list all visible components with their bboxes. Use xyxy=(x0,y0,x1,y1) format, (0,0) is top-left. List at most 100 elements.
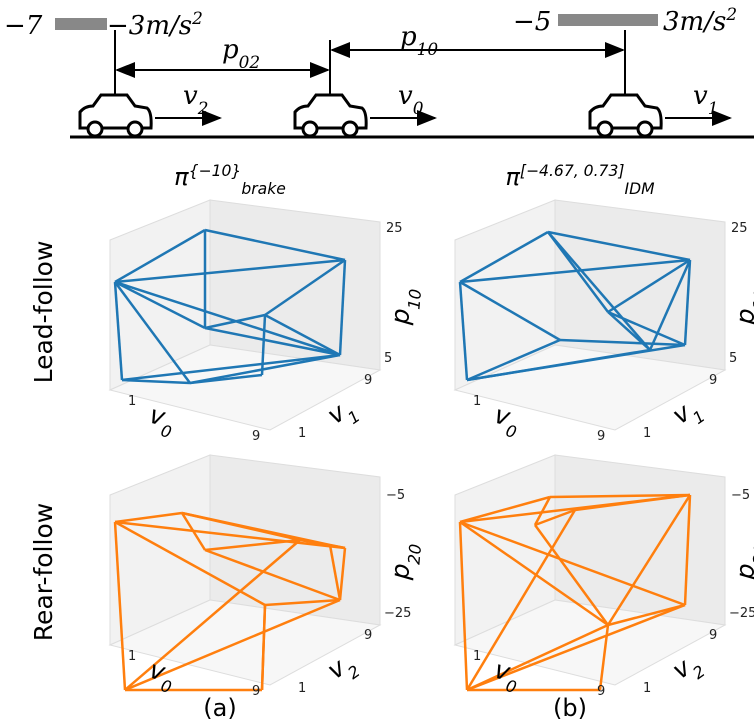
wire-edge xyxy=(574,493,691,512)
wire-edge xyxy=(683,494,692,606)
pane xyxy=(554,199,726,371)
label: p20 xyxy=(730,542,754,583)
wire-edge xyxy=(189,353,341,385)
pane xyxy=(108,599,382,686)
subscript: 10 xyxy=(404,288,425,310)
caption: (a) xyxy=(203,694,236,722)
wire-edge xyxy=(533,496,552,526)
range-bar xyxy=(55,18,107,30)
label: p10 xyxy=(385,287,425,328)
text-part: p xyxy=(730,307,754,326)
wire-edge xyxy=(607,310,686,347)
wire-edge xyxy=(113,521,127,691)
y-tick-label: 9 xyxy=(709,628,717,643)
label: v1 xyxy=(693,81,718,118)
wheel xyxy=(126,120,144,138)
x-tick-label: 9 xyxy=(597,429,605,444)
wire-edge xyxy=(458,521,469,691)
text-part: p xyxy=(400,22,417,52)
label: π{−10}brake xyxy=(174,162,286,198)
wire-edge xyxy=(549,493,691,499)
wire-edge xyxy=(114,280,341,357)
label: v0 xyxy=(398,81,424,118)
subscript: 0 xyxy=(159,421,174,442)
car xyxy=(78,93,153,130)
wire-edge xyxy=(121,353,341,382)
label: p10 xyxy=(400,22,438,59)
y-tick-label: 1 xyxy=(298,681,306,696)
wire-edge xyxy=(459,495,551,524)
subscript: 1 xyxy=(708,98,719,118)
panel xyxy=(108,454,382,692)
row-label: Rear-follow xyxy=(29,503,58,641)
wire-edge xyxy=(459,280,561,342)
y-tick-label: 1 xyxy=(643,426,651,441)
panel xyxy=(453,199,727,431)
wire-edge xyxy=(114,280,206,330)
text-part: v xyxy=(693,81,708,111)
subscript: 20 xyxy=(404,543,425,565)
y-tick-label: 9 xyxy=(364,373,372,388)
wire-edge xyxy=(607,258,691,314)
text-part: −5 xyxy=(513,7,551,37)
text-part: v xyxy=(183,81,198,111)
y-tick-label: 9 xyxy=(364,628,372,643)
text-part: 3m/s xyxy=(663,7,726,37)
label: 3m/s2 xyxy=(663,4,737,37)
wire-edge xyxy=(189,373,263,385)
wire-edge xyxy=(114,520,346,550)
wire-edge xyxy=(113,281,192,384)
label: p10 xyxy=(730,287,754,328)
label: −5 xyxy=(513,7,551,37)
text-part: π xyxy=(505,163,520,191)
x-tick-label: 9 xyxy=(252,429,260,444)
subscript: 0 xyxy=(504,421,519,442)
wire-edge xyxy=(338,547,347,601)
wire-edge xyxy=(533,524,610,626)
car xyxy=(588,93,663,130)
wire-edge xyxy=(559,338,686,347)
wire-edge xyxy=(459,258,691,284)
wire-edge xyxy=(299,538,346,550)
wire-edge xyxy=(466,623,609,692)
wire-edge xyxy=(459,520,686,607)
x-tick-label: 1 xyxy=(473,394,481,409)
label: p20 xyxy=(385,542,425,583)
subscript: 20 xyxy=(749,543,754,565)
y-tick-label: 1 xyxy=(643,681,651,696)
subscript: 02 xyxy=(239,52,261,72)
subscript: 0 xyxy=(159,676,174,697)
supscript: 2 xyxy=(191,8,203,28)
wire-edge xyxy=(648,259,692,351)
car xyxy=(293,93,368,130)
subscript: 0 xyxy=(413,98,424,118)
panel xyxy=(108,199,382,431)
z-tick-label: −25 xyxy=(384,606,411,621)
label: v0 xyxy=(145,655,179,697)
y-tick-label: 9 xyxy=(709,373,717,388)
label: v0 xyxy=(145,400,179,442)
z-tick-label: −5 xyxy=(386,488,405,503)
wire-edge xyxy=(204,313,266,330)
text-part: p xyxy=(730,562,754,581)
supscript: [−4.67, 0.73] xyxy=(520,162,625,180)
z-tick-label: 25 xyxy=(731,221,748,236)
z-tick-label: −5 xyxy=(731,488,750,503)
text-part: π xyxy=(174,163,189,191)
x-tick-label: 9 xyxy=(252,684,260,699)
wire-edge xyxy=(114,228,206,284)
wire-edge xyxy=(466,348,651,382)
label: p02 xyxy=(222,35,260,72)
wire-edge xyxy=(124,598,341,692)
wire-edge xyxy=(204,326,341,357)
subscript: IDM xyxy=(624,180,655,198)
label: v0 xyxy=(490,400,524,442)
wire-edge xyxy=(181,511,301,542)
wire-edge xyxy=(459,520,609,627)
wire-edge xyxy=(260,604,267,691)
z-tick-label: −25 xyxy=(729,606,754,621)
wire-edge xyxy=(264,598,341,607)
supscript: {−10} xyxy=(189,162,242,180)
wheel xyxy=(86,120,104,138)
wheel xyxy=(596,120,614,138)
